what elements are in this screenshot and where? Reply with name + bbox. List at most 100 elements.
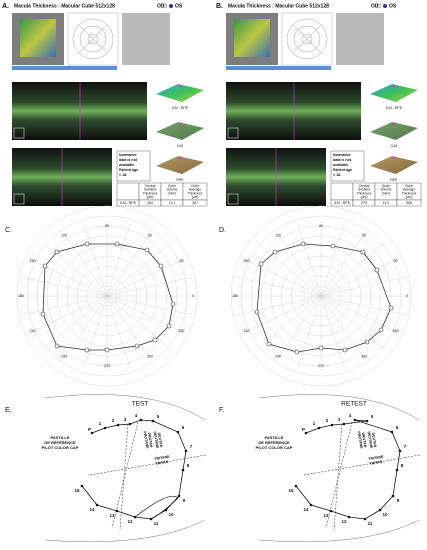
cap-number: 11 [368, 521, 373, 526]
table-value: 264 [147, 201, 153, 205]
isopter-point [272, 249, 278, 255]
polar-spoke [257, 242, 322, 297]
polar-spoke [320, 295, 345, 369]
eye-label: OS [389, 3, 397, 9]
cap-dot [342, 422, 346, 426]
table-header: Average [403, 188, 415, 192]
polar-spoke [234, 276, 322, 297]
note-text: < 18. [119, 173, 127, 177]
polar-spoke [275, 230, 322, 297]
isopter-point [330, 243, 336, 249]
note-box [330, 150, 365, 182]
cap-number: 12 [341, 519, 347, 524]
cap-dot [294, 484, 298, 488]
cap-dot [398, 449, 402, 453]
axis-label: PROTAN [361, 432, 368, 448]
polar-spoke [43, 242, 108, 297]
etdrs-ring [72, 18, 114, 60]
angle-label: 300 [147, 355, 153, 359]
surface-marker [392, 84, 396, 88]
table-value: 306 [406, 201, 412, 205]
inset [13, 193, 25, 205]
confusion-axis [325, 421, 353, 529]
polar-spoke [106, 242, 171, 297]
b-scan [12, 82, 147, 140]
angle-label: 120 [275, 233, 281, 237]
reference-label: PILOT COLOR CAP [42, 445, 79, 450]
axis-label: DEUTAN [157, 432, 164, 448]
table-cell [396, 199, 422, 207]
polar-spoke [320, 242, 385, 297]
note-text: < 18. [333, 173, 341, 177]
table-cell [330, 182, 354, 201]
table-header: (µm) [406, 195, 413, 199]
table-header: Cube [405, 184, 413, 188]
panel-label: C. [5, 227, 12, 234]
cap-number: 11 [154, 521, 159, 526]
angle-label: 60 [148, 233, 152, 237]
isopter-point [40, 311, 46, 317]
axis-label: TRITANE [154, 455, 170, 462]
isopter-point [114, 241, 120, 247]
cap-number: 2 [112, 418, 115, 423]
cap-number: 9 [183, 498, 186, 503]
cap-dot [390, 430, 394, 434]
pilot-label: P [302, 427, 305, 432]
cap-dot [395, 468, 399, 472]
cap-dot [329, 509, 333, 513]
panel-label: B. [216, 3, 223, 10]
table-header: Thickness [357, 191, 372, 195]
reference-label: PASTILLE [50, 435, 69, 440]
cap-dot [363, 517, 367, 521]
inset [227, 127, 239, 139]
table-header: Thickness [188, 191, 203, 195]
isopter-point [258, 261, 264, 267]
angle-label: 0 [406, 294, 408, 298]
isopter-point [364, 339, 370, 345]
thickness-overlay [20, 19, 56, 57]
polar-spoke [320, 276, 408, 297]
table-value: 11.1 [169, 201, 176, 205]
surface-marker [178, 122, 182, 126]
isopter-point [152, 337, 158, 343]
isopter-point [378, 327, 384, 333]
cap-dot [151, 419, 155, 423]
surface-marker [392, 122, 396, 126]
table-value: 11.0 [383, 201, 390, 205]
test-title: TEST [132, 401, 149, 408]
isopter-point [54, 249, 60, 255]
layer-label: ILM - RPE [386, 106, 403, 110]
note-box [116, 150, 151, 182]
surface-3d [156, 156, 204, 174]
table-header: Average [189, 188, 201, 192]
cap-number: 12 [127, 519, 133, 524]
angle-label: 90 [105, 224, 109, 228]
polar-spoke [61, 295, 108, 362]
axis-label: PROTANE [143, 431, 150, 449]
table-header: Thickness [402, 191, 417, 195]
angle-label: 210 [244, 329, 250, 333]
cap-dot [116, 423, 120, 427]
angle-label: 270 [318, 364, 324, 368]
isopter-point [84, 347, 90, 353]
angle-label: 120 [61, 233, 67, 237]
isopter-point [134, 343, 140, 349]
angle-label: 210 [30, 329, 36, 333]
cap-number: 4 [349, 413, 352, 418]
cap-dot [184, 449, 188, 453]
axis-label: TRITANE [368, 455, 384, 462]
eye-marker [383, 4, 387, 8]
cap-path [295, 419, 401, 520]
axis-label: DEUTANE [367, 431, 374, 449]
polar-spoke [28, 295, 108, 334]
angle-label: 330 [393, 329, 399, 333]
etdrs-line [292, 24, 322, 54]
angle-label: 270 [104, 364, 110, 368]
table-header: (µm) [192, 195, 199, 199]
axis-label: PROTANE [357, 431, 364, 449]
polar-spoke [20, 295, 108, 316]
fundus-gray [122, 13, 170, 65]
table-header: (µm) [147, 195, 154, 199]
table-value: ILM - RPE [120, 201, 137, 205]
isopter-point [158, 263, 164, 269]
